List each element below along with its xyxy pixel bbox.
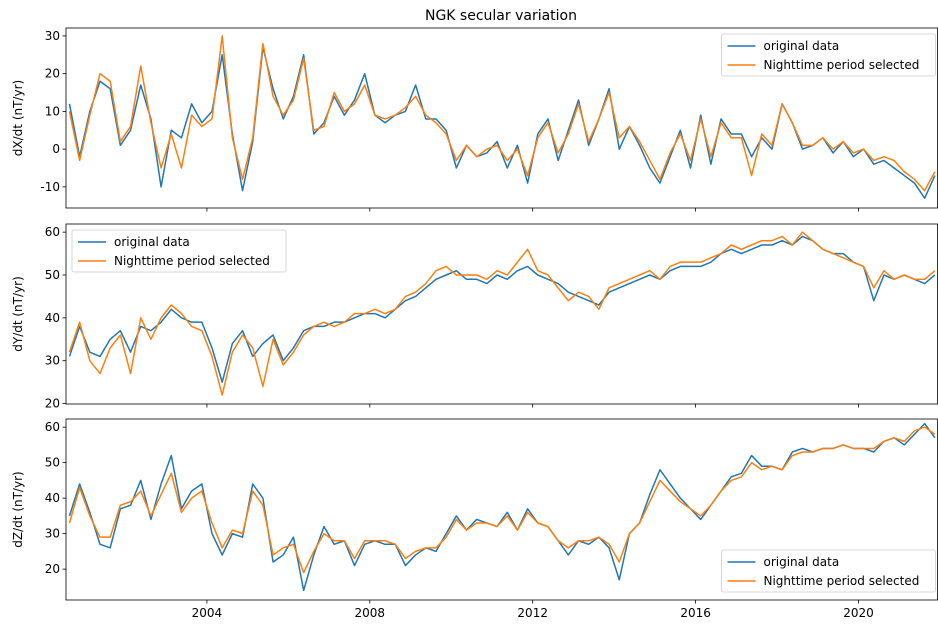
y-axis-label: dZ/dt (nT/yr) (11, 471, 25, 547)
y-tick-label: 0 (52, 142, 60, 156)
y-tick-label: 10 (45, 104, 60, 118)
legend-label: original data (114, 235, 190, 249)
plot-area (68, 231, 936, 396)
legend-label: Nighttime period selected (764, 58, 920, 72)
y-axis-label: dX/dt (nT/yr) (11, 80, 25, 156)
y-axis-label: dY/dt (nT/yr) (11, 276, 25, 352)
legend-label: Nighttime period selected (764, 574, 920, 588)
series-line (68, 422, 936, 592)
y-tick-label: 40 (45, 311, 60, 325)
y-tick-label: 40 (45, 491, 60, 505)
y-tick-label: 20 (45, 562, 60, 576)
series-line (68, 231, 936, 396)
y-tick-label: -10 (40, 180, 60, 194)
legend-box (721, 33, 936, 77)
y-tick-label: 30 (45, 29, 60, 43)
y-tick-label: 20 (45, 67, 60, 81)
legend-label: original data (764, 39, 840, 53)
x-tick-label: 2020 (843, 606, 874, 620)
y-tick-label: 60 (45, 420, 60, 434)
y-tick-label: 30 (45, 354, 60, 368)
y-tick-label: 50 (45, 268, 60, 282)
y-tick-label: 30 (45, 527, 60, 541)
legend-box (721, 549, 936, 593)
series-line (68, 426, 936, 574)
legend-box (71, 229, 287, 273)
y-tick-label: 60 (45, 225, 60, 239)
y-tick-label: 20 (45, 397, 60, 411)
x-tick-label: 2008 (355, 606, 386, 620)
y-tick-label: 50 (45, 456, 60, 470)
x-tick-label: 2012 (517, 606, 548, 620)
plot-area (68, 35, 936, 199)
x-tick-label: 2016 (680, 606, 711, 620)
series-line (68, 35, 936, 192)
chart-title: NGK secular variation (425, 8, 577, 24)
x-tick-label: 2004 (192, 606, 223, 620)
legend-label: original data (764, 555, 840, 569)
plot-area (68, 422, 936, 592)
legend-label: Nighttime period selected (114, 254, 270, 268)
